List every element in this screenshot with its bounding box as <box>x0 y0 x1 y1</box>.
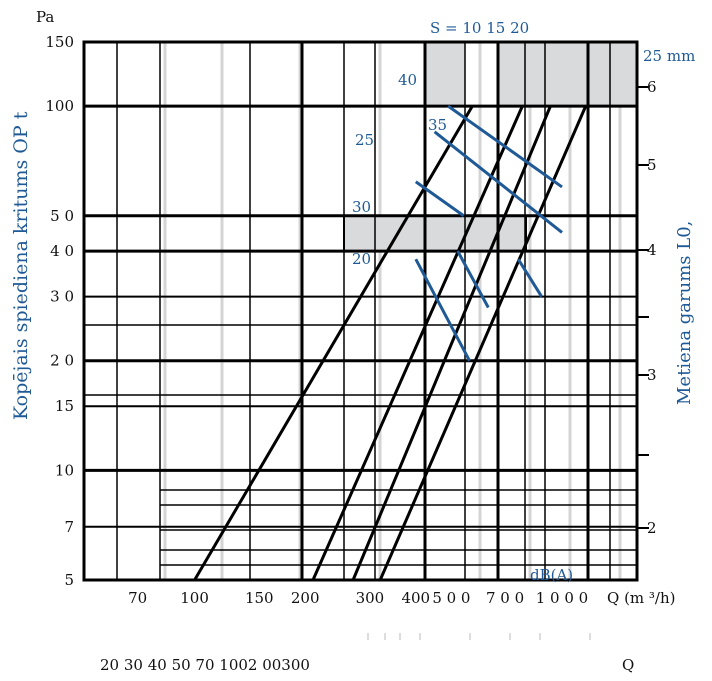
slot-label: 25 <box>355 131 374 149</box>
y-tick-label: 2 0 <box>50 352 74 370</box>
x-tick-label: 100 <box>180 589 209 607</box>
slot-label: 30 <box>352 198 371 216</box>
series-line <box>378 105 588 581</box>
y-tick-label: 5 <box>64 571 74 589</box>
right-tick-label: 5 <box>647 156 657 174</box>
y-tick-label: 5 0 <box>50 207 74 225</box>
x-tick-label: 200 <box>291 589 320 607</box>
dark-grid <box>82 40 639 582</box>
right-tick-label: 3 <box>647 366 657 384</box>
blue-slot-line <box>414 258 471 362</box>
x-tick-label: 5 0 0 <box>432 589 470 607</box>
s-unit: 25 mm <box>643 47 695 65</box>
y-tick-label: 100 <box>45 97 74 115</box>
x-tick-label: 7 0 0 <box>486 589 524 607</box>
right-axis-label: Metiena garums L0, <box>674 221 695 405</box>
series-line <box>311 105 524 581</box>
x-tick-label: 300 <box>356 589 385 607</box>
right-tick-label: 2 <box>647 519 657 537</box>
dba-label: dB(A) <box>530 566 573 584</box>
right-tick-label: 6 <box>647 78 657 96</box>
plot-frame <box>82 40 639 582</box>
series-line <box>351 105 552 581</box>
y-tick-label: 3 0 <box>50 288 74 306</box>
slot-label: 20 <box>352 250 371 268</box>
shaded-box <box>425 42 465 107</box>
series-line <box>193 105 474 581</box>
light-grid <box>163 42 622 580</box>
blue-slot-line <box>433 130 563 234</box>
s-label: S = 10 15 20 <box>430 19 529 37</box>
series-lines <box>193 105 588 581</box>
x-tick-label: 150 <box>245 589 274 607</box>
y-tick-label: 10 <box>55 461 74 479</box>
slot-label: 40 <box>398 71 417 89</box>
y-tick-label: 150 <box>45 33 74 51</box>
blue-slot-line <box>456 250 490 309</box>
blue-lines <box>414 104 563 362</box>
y-axis-label: Kopējais spiediena kritums OP t <box>10 111 32 420</box>
blue-slot-line <box>414 180 465 218</box>
blue-slot-line <box>447 104 563 189</box>
y-unit: Pa <box>36 8 54 26</box>
x-tick-label: 70 <box>128 589 147 607</box>
y-tick-label: 7 <box>64 518 74 536</box>
x2-ticks: 20 30 40 50 70 1002 00300 <box>100 656 310 674</box>
y-tick-label: 4 0 <box>50 242 74 260</box>
x2-label: Q <box>622 656 634 674</box>
x-tick-label: 400 <box>401 589 430 607</box>
slot-label: 35 <box>428 116 447 134</box>
x-unit-label: Q (m ³/h) <box>607 589 676 607</box>
x-tick-label: 1 0 0 0 <box>536 589 588 607</box>
right-tick-label: 4 <box>647 241 657 259</box>
y-tick-label: 15 <box>55 397 74 415</box>
shaded-box <box>498 42 637 107</box>
shaded-boxes <box>343 42 637 253</box>
blue-slot-line <box>516 258 543 298</box>
